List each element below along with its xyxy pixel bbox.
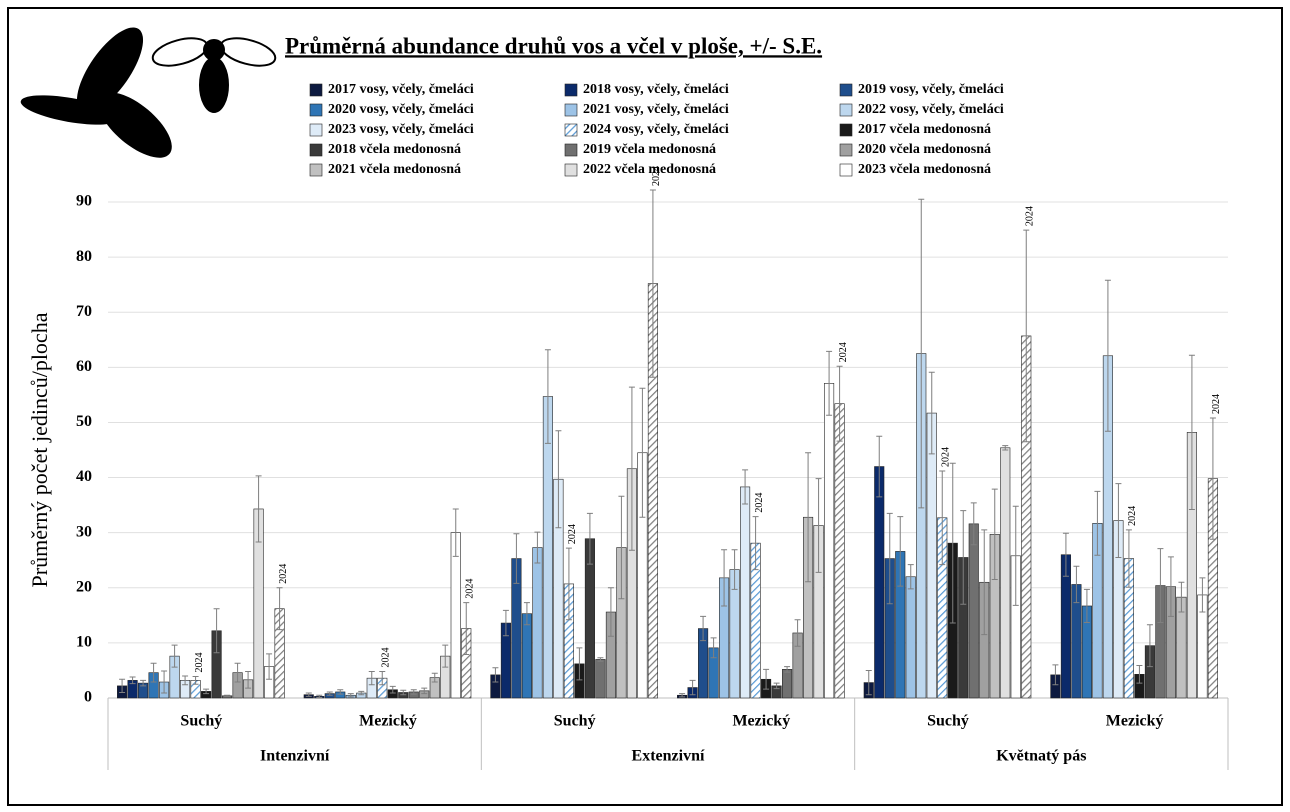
legend-label: 2020 vosy, včely, čmeláci — [328, 102, 474, 117]
y-tick-label: 20 — [76, 578, 92, 595]
legend-swatch — [310, 84, 322, 96]
legend-label: 2017 včela medonosná — [858, 122, 991, 137]
legend-label: 2019 vosy, včely, čmeláci — [858, 82, 1004, 97]
x-tick-label: Mezický — [359, 713, 417, 730]
legend-swatch — [840, 124, 852, 136]
legend-swatch — [840, 164, 852, 176]
y-tick-label: 10 — [76, 634, 92, 651]
legend-swatch — [565, 124, 577, 136]
bar — [824, 383, 834, 698]
legend-label: 2019 včela medonosná — [583, 142, 716, 157]
bar — [927, 413, 937, 698]
y-tick-label: 30 — [76, 523, 92, 540]
legend-swatch — [840, 144, 852, 156]
bee-icon-small — [150, 33, 278, 112]
y-tick-label: 40 — [76, 468, 92, 485]
bar — [835, 404, 845, 698]
x-group-label: Květnatý pás — [996, 748, 1086, 765]
legend-label: 2021 včela medonosná — [328, 162, 461, 177]
legend-label: 2018 včela medonosná — [328, 142, 461, 157]
x-group-label: Extenzivní — [632, 748, 705, 765]
bee-icon-large — [19, 18, 183, 170]
bar-annotation: 2024 — [1211, 394, 1222, 414]
y-tick-label: 70 — [76, 303, 92, 320]
x-tick-label: Suchý — [927, 713, 969, 730]
y-tick-label: 50 — [76, 413, 92, 430]
bar-annotation: 2024 — [1127, 506, 1138, 526]
legend-swatch — [565, 104, 577, 116]
bar-annotation: 2024 — [381, 648, 392, 668]
legend-swatch — [565, 84, 577, 96]
bar-annotation: 2024 — [465, 579, 476, 599]
bar — [522, 614, 532, 698]
chart: Průměrná abundance druhů vos a včel v pl… — [0, 0, 1290, 812]
bar — [782, 669, 792, 698]
legend-swatch — [310, 104, 322, 116]
bar-annotation: 2024 — [278, 564, 289, 584]
x-tick-label: Mezický — [1106, 713, 1164, 730]
legend-swatch — [310, 144, 322, 156]
legend-label: 2020 včela medonosná — [858, 142, 991, 157]
legend-label: 2018 vosy, včely, čmeláci — [583, 82, 729, 97]
legend-label: 2022 včela medonosná — [583, 162, 716, 177]
legend-swatch — [310, 124, 322, 136]
y-tick-label: 90 — [76, 193, 92, 210]
legend-label: 2023 vosy, včely, čmeláci — [328, 122, 474, 137]
bar — [1001, 448, 1011, 698]
x-tick-label: Mezický — [732, 713, 790, 730]
legend-label: 2024 vosy, včely, čmeláci — [583, 122, 729, 137]
bar-annotation: 2024 — [941, 447, 952, 467]
x-tick-label: Suchý — [554, 713, 596, 730]
legend-label: 2022 vosy, včely, čmeláci — [858, 102, 1004, 117]
legend-swatch — [840, 84, 852, 96]
bar-annotation: 2024 — [1025, 206, 1036, 226]
chart-title: Průměrná abundance druhů vos a včel v pl… — [285, 33, 822, 58]
y-tick-label: 60 — [76, 358, 92, 375]
bar-annotation: 2024 — [567, 524, 578, 544]
bar — [596, 659, 606, 698]
bar-annotation: 2024 — [838, 342, 849, 362]
bar — [451, 533, 461, 698]
legend-swatch — [310, 164, 322, 176]
bar — [906, 577, 916, 698]
bar — [969, 524, 979, 698]
bar-annotation: 2024 — [754, 493, 765, 513]
legend-label: 2021 vosy, včely, čmeláci — [583, 102, 729, 117]
bar — [533, 548, 543, 698]
bar — [740, 487, 750, 698]
legend-swatch — [565, 144, 577, 156]
y-tick-label: 80 — [76, 248, 92, 265]
y-axis-label: Průměrný počet jedinců/plocha — [27, 312, 52, 587]
legend-label: 2023 včela medonosná — [858, 162, 991, 177]
x-group-label: Intenzivní — [260, 748, 330, 765]
x-tick-label: Suchý — [180, 713, 222, 730]
bar — [875, 467, 885, 698]
y-tick-label: 0 — [84, 689, 92, 706]
legend-swatch — [840, 104, 852, 116]
bar-annotation: 2024 — [194, 653, 205, 673]
legend-label: 2017 vosy, včely, čmeláci — [328, 82, 474, 97]
legend-swatch — [565, 164, 577, 176]
